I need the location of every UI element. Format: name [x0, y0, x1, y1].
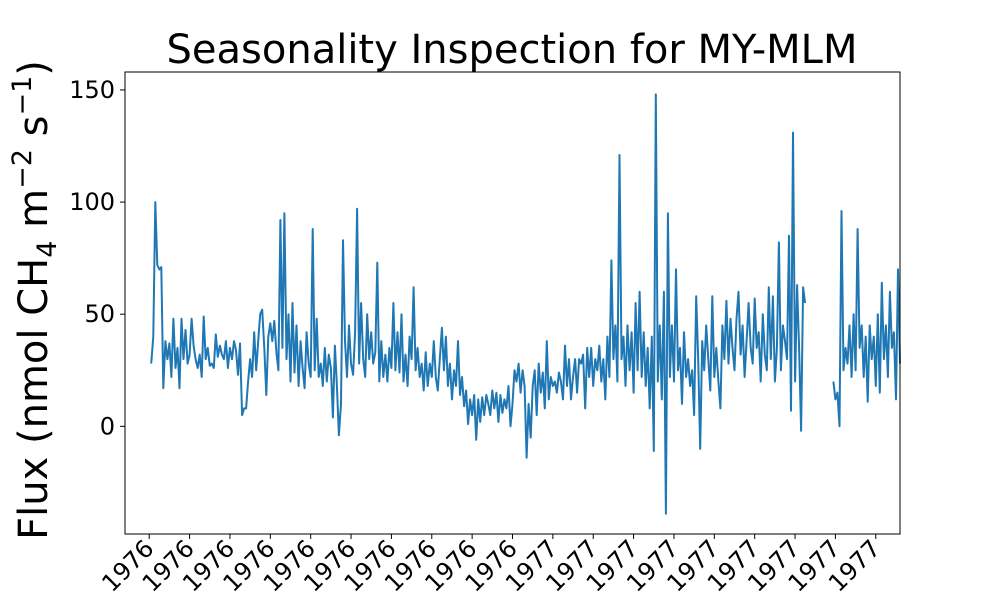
y-axis-label: Flux (nmol CH4 m−2 s−1) [7, 60, 63, 540]
y-axis-label-subscript: 4 [32, 241, 63, 258]
chart-title: Seasonality Inspection for MY-MLM [167, 27, 858, 73]
y-axis-label-prefix: Flux (nmol CH [11, 258, 57, 540]
series-line-segment-1 [832, 210, 901, 428]
y-axis-label-suffix: ) [11, 60, 57, 76]
y-tick-label: 50 [84, 300, 115, 328]
y-axis-ticks: 0 50 100 150 [69, 76, 125, 440]
y-axis-label-mid: m [11, 189, 57, 241]
plot-frame [124, 71, 901, 535]
y-axis-label-superscript-2: −1 [7, 76, 38, 116]
y-axis-label-mid-2: s [11, 116, 57, 150]
y-tick-label: 150 [69, 76, 115, 104]
data-lines [150, 93, 901, 515]
y-tick-label: 100 [69, 188, 115, 216]
y-axis-label-superscript-1: −2 [7, 149, 38, 189]
y-tick-label: 0 [100, 412, 115, 440]
series-line-segment-0 [150, 93, 807, 515]
